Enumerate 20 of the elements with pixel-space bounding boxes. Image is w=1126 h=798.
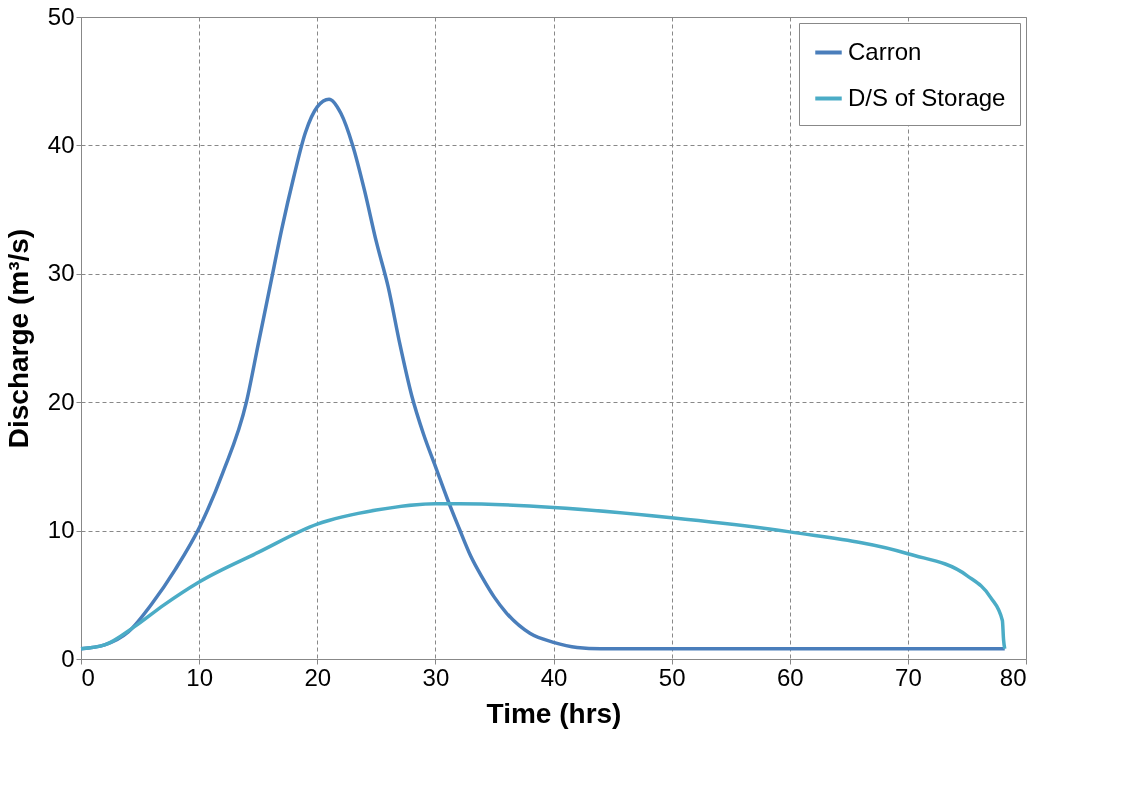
y-tick-label: 20 [47,387,75,415]
x-tick-label: 60 [776,663,804,691]
x-tick-label: 20 [304,663,332,691]
y-tick-label: 30 [47,259,75,287]
y-tick-label: 50 [47,2,75,30]
x-tick-label: 30 [422,663,450,691]
x-tick-label: 0 [81,663,95,691]
x-tick-label: 80 [999,663,1027,691]
x-axis-title: Time (hrs) [486,697,622,729]
x-tick-label: 40 [540,663,568,691]
x-tick-label: 70 [895,663,922,691]
x-tick-label: 10 [186,663,213,691]
x-tick-label: 50 [658,663,686,691]
y-tick-label: 40 [47,130,75,158]
line-series [79,501,1007,651]
legend-label: D/S of Storage [848,83,1006,111]
y-tick-label: 0 [61,644,75,672]
legend-label: Carron [848,37,922,65]
y-tick-label: 10 [47,516,75,544]
y-axis-title: Discharge (m³/s) [2,228,34,449]
